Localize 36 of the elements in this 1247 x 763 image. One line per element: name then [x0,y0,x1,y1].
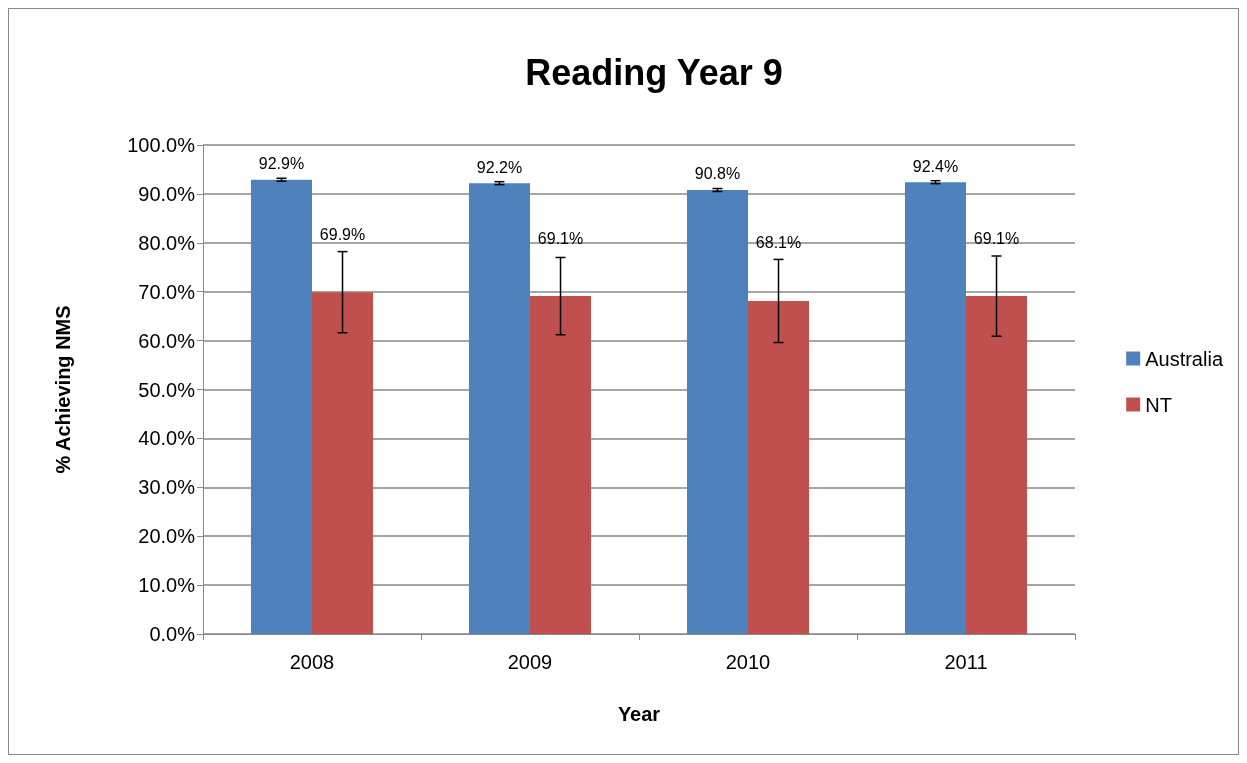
bar [250,179,312,634]
bar [686,189,748,634]
x-tick-label: 2009 [507,651,553,673]
x-tick-label: 2008 [289,651,335,673]
data-label: 69.1% [973,229,1020,247]
x-tick-label: 2010 [725,651,771,673]
y-tick-label: 90.0% [138,182,196,205]
legend-label: Australia [1145,347,1224,370]
bar [530,296,592,634]
data-label: 92.9% [258,155,305,173]
bar [748,300,810,634]
y-tick-label: 60.0% [138,329,196,352]
y-tick-label: 80.0% [138,231,196,254]
data-label: 68.1% [755,234,802,252]
y-tick-label: 0.0% [149,623,196,645]
y-tick-label: 30.0% [138,476,196,499]
y-axis-title: % Achieving NMS [52,305,74,474]
y-tick-label: 40.0% [138,427,196,450]
y-tick-label: 20.0% [138,525,196,548]
data-label: 69.9% [319,225,366,243]
x-axis-title: Year [617,703,661,725]
data-label: 90.8% [694,165,741,183]
y-tick-label: 50.0% [138,378,196,401]
data-label: 92.2% [476,158,523,176]
bar [904,182,966,634]
chart-title: Reading Year 9 [525,51,783,93]
data-label: 92.4% [912,157,959,175]
bar [468,183,530,634]
bar [966,296,1028,634]
data-label: 69.1% [537,229,584,247]
y-tick-label: 70.0% [138,280,196,303]
y-tick-label: 10.0% [138,574,196,597]
bar [312,292,374,634]
x-tick-label: 2011 [944,651,988,673]
y-tick-label: 100.0% [127,134,196,156]
legend-label: NT [1145,393,1172,416]
